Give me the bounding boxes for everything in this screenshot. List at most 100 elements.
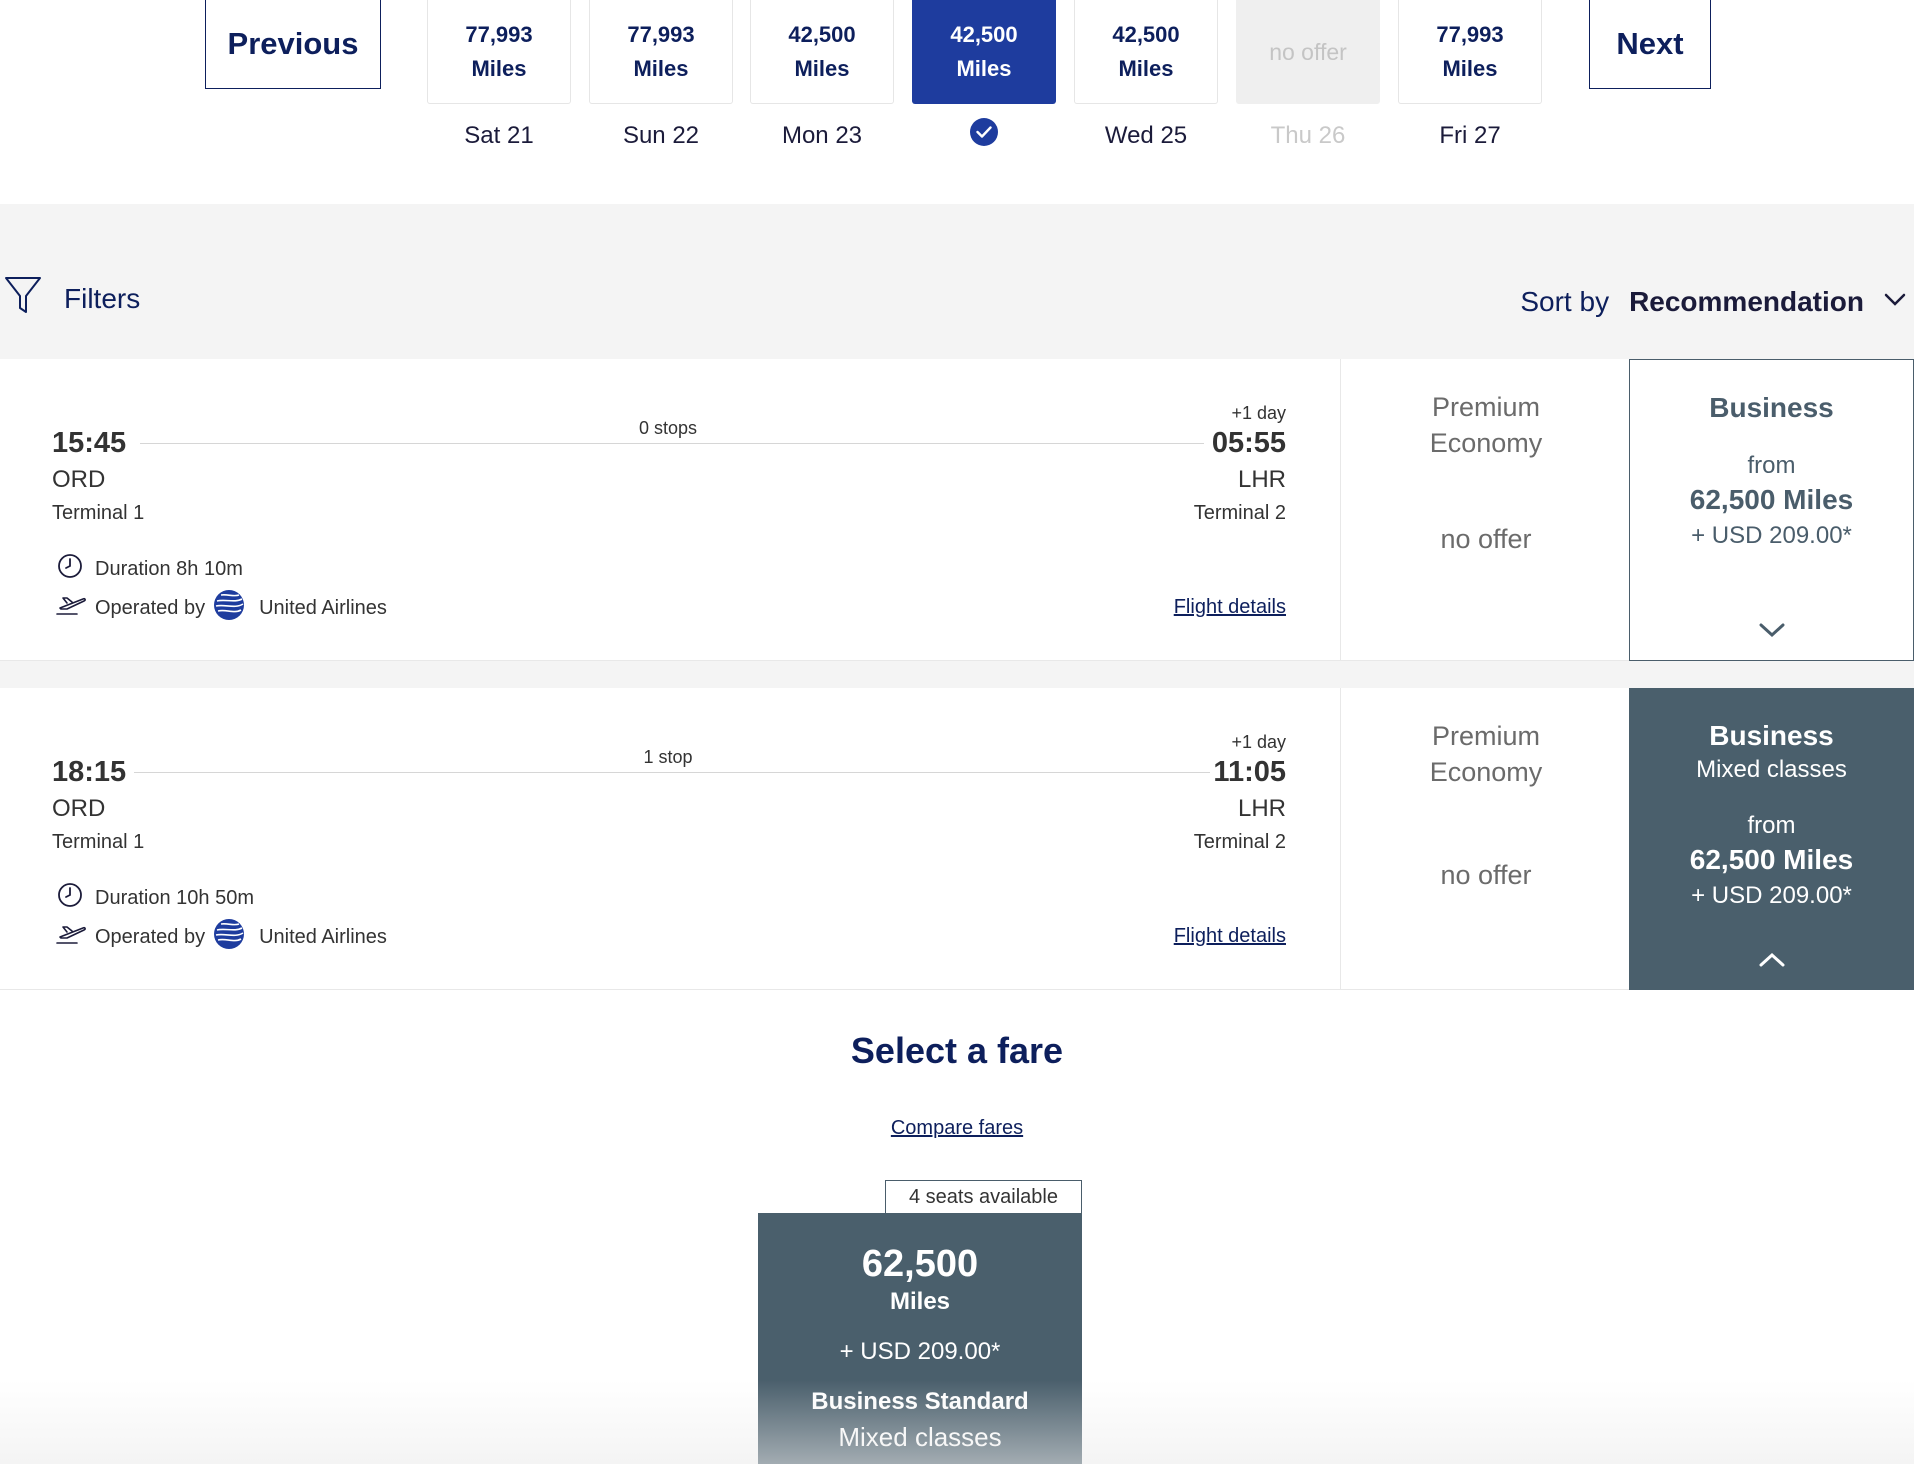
flight-details-link[interactable]: Flight details [1173, 925, 1286, 947]
flight-info: 1 stop 18:15 +1 day 11:05 ORD LHR Termin… [0, 688, 1341, 990]
premium-title-line1: Premium [1431, 721, 1540, 751]
date-price-unit: Miles [956, 55, 1012, 81]
date-price-box[interactable]: 77,993 Miles [589, 0, 733, 104]
date-price-unit: Miles [1442, 55, 1498, 81]
premium-title-line1: Premium [1431, 392, 1540, 422]
premium-economy-cell: Premium Economy no offer [1342, 359, 1630, 661]
date-label: Mon 23 [781, 122, 863, 149]
business-fare-button-expanded[interactable]: Business Mixed classes from 62,500 Miles… [1629, 688, 1914, 990]
seats-available-badge: 4 seats available [885, 1180, 1082, 1214]
fare-name: Business Standard [811, 1388, 1029, 1415]
date-option-sun-22[interactable]: 77,993 Miles Sun 22 [589, 0, 733, 152]
united-globe-icon [213, 918, 245, 956]
flight-duration: Duration 8h 10m [57, 553, 243, 585]
business-miles: 62,500 Miles [1689, 844, 1854, 875]
departure-time: 15:45 [52, 427, 127, 459]
operated-by: Operated by United Airlines [55, 918, 387, 956]
operated-by: Operated by United Airlines [55, 589, 387, 627]
business-from: from [1747, 812, 1796, 839]
airline-name: United Airlines [259, 925, 387, 948]
date-price-box-selected[interactable]: 42,500 Miles [912, 0, 1056, 104]
date-option-selected[interactable]: 42,500 Miles [912, 0, 1056, 146]
business-usd: + USD 209.00* [1691, 522, 1852, 549]
date-price: 42,500 [788, 21, 856, 47]
business-subtitle: Mixed classes [1696, 756, 1847, 783]
route-line [134, 772, 1210, 773]
arrival-terminal: Terminal 2 [1193, 502, 1286, 524]
departure-airport: ORD [52, 795, 106, 822]
route-line [140, 443, 1204, 444]
filters-label: Filters [64, 282, 141, 314]
date-price-unit: Miles [794, 55, 850, 81]
date-price-box[interactable]: 42,500 Miles [750, 0, 894, 104]
operated-label: Operated by [95, 925, 206, 948]
date-price: 42,500 [1112, 21, 1180, 47]
date-price-unit: Miles [633, 55, 689, 81]
fare-card-business-standard[interactable]: 62,500 Miles + USD 209.00* Business Stan… [758, 1213, 1082, 1464]
fare-usd: + USD 209.00* [839, 1338, 1001, 1365]
sort-dropdown[interactable]: Sort by Recommendation [1520, 286, 1906, 318]
date-price-box[interactable]: 42,500 Miles [1074, 0, 1218, 104]
date-strip: Previous 77,993 Miles Sat 21 77,993 Mile… [0, 0, 1914, 204]
flight-info: 0 stops 15:45 +1 day 05:55 ORD LHR Termi… [0, 359, 1341, 661]
chevron-up-icon [1629, 952, 1914, 968]
flight-result: 1 stop 18:15 +1 day 11:05 ORD LHR Termin… [0, 688, 1914, 990]
premium-economy-cell: Premium Economy no offer [1342, 688, 1630, 990]
arrival-airport: LHR [1237, 466, 1286, 493]
business-usd: + USD 209.00* [1691, 882, 1852, 909]
premium-title-line2: Economy [1429, 757, 1543, 787]
premium-no-offer: no offer [1440, 524, 1532, 554]
business-title: Business [1709, 720, 1834, 751]
sort-value: Recommendation [1629, 286, 1864, 317]
arrival-time: 05:55 [1211, 427, 1286, 459]
date-label: Fri 27 [1439, 122, 1501, 149]
date-label: Thu 26 [1270, 122, 1346, 149]
date-option-fri-27[interactable]: 77,993 Miles Fri 27 [1398, 0, 1542, 152]
departure-airport: ORD [52, 466, 106, 493]
date-label: Wed 25 [1104, 122, 1188, 149]
date-price-unit: Miles [1118, 55, 1174, 81]
arrival-terminal: Terminal 2 [1193, 831, 1286, 853]
date-option-sat-21[interactable]: 77,993 Miles Sat 21 [427, 0, 571, 152]
date-price: 77,993 [627, 21, 695, 47]
checkmark-icon [970, 118, 998, 146]
date-price: 77,993 [1436, 21, 1504, 47]
date-option-mon-23[interactable]: 42,500 Miles Mon 23 [750, 0, 894, 152]
business-fare-button[interactable]: Business from 62,500 Miles + USD 209.00* [1629, 359, 1914, 661]
compare-fares-link[interactable]: Compare fares [0, 1117, 1914, 1140]
plane-icon [55, 594, 87, 622]
stops-wrap: 0 stops [0, 418, 1340, 439]
previous-button[interactable]: Previous [205, 0, 381, 89]
departure-terminal: Terminal 1 [52, 831, 145, 853]
premium-title-line2: Economy [1429, 428, 1543, 458]
arrival-day-offset: +1 day [1231, 403, 1286, 423]
filter-sort-bar: Filters Sort by Recommendation [0, 204, 1914, 359]
next-button[interactable]: Next [1589, 0, 1711, 89]
filter-icon [4, 276, 42, 321]
stops-wrap: 1 stop [0, 747, 1340, 768]
result-separator [0, 661, 1914, 688]
filters-button[interactable]: Filters [4, 276, 140, 321]
airline-name: United Airlines [259, 596, 387, 619]
clock-icon [57, 553, 83, 585]
chevron-down-icon [1884, 293, 1906, 312]
duration-text: Duration 10h 50m [95, 886, 254, 909]
departure-time: 18:15 [52, 756, 127, 788]
date-option-wed-25[interactable]: 42,500 Miles Wed 25 [1074, 0, 1218, 152]
compare-fares-text[interactable]: Compare fares [890, 1117, 1024, 1139]
united-globe-icon [213, 589, 245, 627]
fare-miles: 62,500 [861, 1243, 979, 1285]
arrival-day-offset: +1 day [1231, 732, 1286, 752]
date-option-thu-26: no offer Thu 26 [1236, 0, 1380, 152]
date-price-box[interactable]: 77,993 Miles [1398, 0, 1542, 104]
date-price: no offer [1269, 38, 1347, 65]
fare-subtitle: Mixed classes [838, 1422, 1002, 1452]
date-label: Sat 21 [464, 122, 534, 149]
flight-result: 0 stops 15:45 +1 day 05:55 ORD LHR Termi… [0, 359, 1914, 661]
flight-details-link[interactable]: Flight details [1173, 596, 1286, 618]
business-title: Business [1709, 392, 1834, 423]
date-price-box[interactable]: 77,993 Miles [427, 0, 571, 104]
date-price: 77,993 [465, 21, 533, 47]
flight-duration: Duration 10h 50m [57, 882, 254, 914]
date-label: Sun 22 [622, 122, 700, 149]
